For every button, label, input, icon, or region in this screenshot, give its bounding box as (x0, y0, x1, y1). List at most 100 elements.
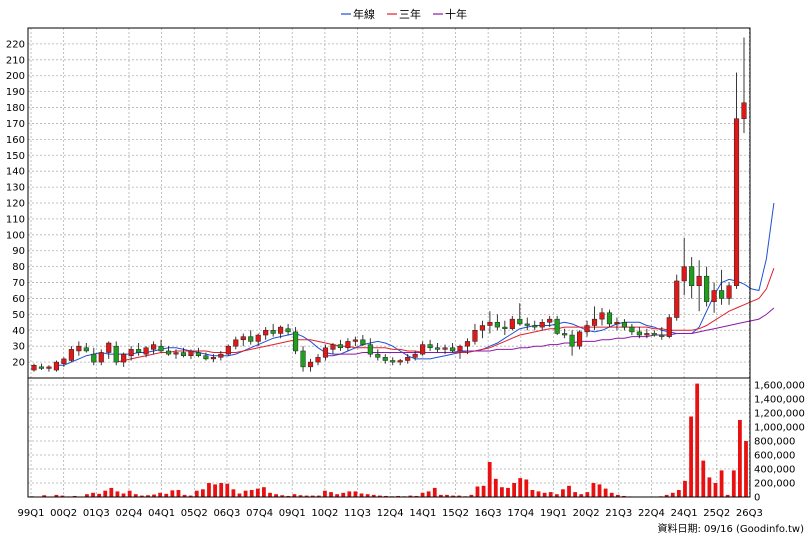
candle-body (696, 275, 702, 286)
volume-tick-label: 1,600,000 (754, 381, 805, 392)
x-tick-label: 21Q3 (605, 508, 632, 519)
volume-bar (554, 494, 559, 497)
volume-bar (438, 494, 443, 497)
candle-body (367, 344, 373, 355)
price-tick-label: 30 (12, 342, 25, 353)
volume-bar (744, 441, 748, 497)
volume-bar (91, 492, 95, 497)
x-tick-label: 16Q3 (475, 508, 502, 519)
volume-bar (72, 495, 77, 497)
candle-body (569, 334, 575, 347)
candle-body (479, 325, 485, 331)
candle-body (278, 326, 284, 334)
volume-bar (176, 490, 181, 497)
candle-body (68, 349, 74, 361)
candle-body (98, 352, 104, 363)
volume-bar (274, 494, 278, 497)
candle-body (719, 290, 725, 299)
volume-bar (573, 492, 578, 497)
candle-body (270, 330, 276, 334)
x-tick-label: 09Q1 (279, 508, 306, 519)
candle-body (375, 353, 381, 358)
x-tick-label: 12Q4 (377, 508, 404, 519)
volume-bar (676, 490, 681, 497)
volume-bar (585, 492, 590, 497)
candle-body (405, 357, 411, 361)
price-tick-label: 60 (12, 294, 25, 305)
volume-bar (445, 494, 449, 497)
candle-body (591, 318, 598, 326)
legend-label-ten-year: 十年 (445, 7, 467, 21)
price-tick-label: 170 (6, 119, 25, 130)
volume-bar (121, 493, 126, 497)
candle-body (38, 366, 45, 369)
volume-bar (323, 490, 327, 497)
candle-body (315, 357, 321, 363)
volume-bar (487, 462, 492, 497)
candle-body (621, 322, 627, 328)
candle-body (31, 365, 37, 371)
volume-bar (304, 495, 309, 497)
price-tick-label: 90 (12, 246, 25, 257)
candle-body (577, 331, 583, 347)
candle-body (91, 353, 97, 363)
volume-bar (200, 489, 205, 497)
price-tick-label: 70 (12, 278, 25, 289)
candle-body (285, 328, 291, 333)
candle-body (345, 341, 351, 349)
candle-body (113, 345, 119, 363)
candle-body (158, 345, 164, 352)
volume-bar (561, 489, 565, 497)
candle-body (76, 345, 82, 352)
volume-tick-label: 200,000 (754, 479, 795, 490)
price-tick-label: 40 (12, 326, 25, 337)
volume-bar (225, 483, 230, 497)
candle-body (614, 322, 620, 325)
volume-bar (579, 494, 584, 497)
candle-body (255, 334, 261, 342)
candle-body (106, 342, 112, 353)
x-tick-label: 20Q2 (573, 508, 600, 519)
volume-bar (738, 420, 742, 497)
volume-bar (609, 492, 614, 497)
x-tick-label: 04Q1 (148, 508, 175, 519)
candle-body (390, 360, 396, 363)
volume-bar (109, 487, 114, 497)
volume-bar (182, 494, 187, 497)
x-tick-label: 11Q3 (344, 508, 371, 519)
x-tick-label: 17Q4 (507, 508, 534, 519)
candle-body (263, 330, 269, 336)
candle-body (689, 266, 695, 286)
candle-body (711, 290, 717, 302)
volume-bar (707, 477, 712, 497)
volume-bar (292, 494, 297, 497)
price-tick-label: 210 (6, 55, 25, 66)
volume-bar (481, 485, 486, 497)
volume-bar (420, 492, 425, 497)
price-tick-label: 50 (12, 310, 25, 321)
volume-bar (548, 492, 553, 497)
price-grid (28, 28, 750, 497)
candle-body (248, 336, 254, 342)
moving-average-lines (56, 202, 775, 366)
candle-body (300, 350, 306, 368)
source-note: 資料日期: 09/16 (Goodinfo.tw) (657, 522, 804, 535)
candle-body (464, 341, 471, 347)
volume-bar (377, 495, 382, 497)
volume-bar (683, 480, 687, 497)
x-tick-label: 26Q3 (736, 508, 763, 519)
volume-bar (451, 495, 455, 497)
price-tick-label: 20 (12, 358, 25, 369)
volume-bar (371, 494, 376, 497)
price-tick-label: 160 (6, 135, 25, 146)
candle-body (726, 285, 732, 299)
candle-body (629, 326, 635, 333)
candle-body (151, 344, 157, 350)
plot-frame (27, 27, 751, 498)
candle-body (487, 322, 493, 326)
candle-body (524, 323, 530, 326)
candle-body (539, 322, 545, 328)
candle-body (293, 331, 299, 352)
volume-bar (408, 495, 413, 497)
legend-label-three-year: 三年 (399, 7, 421, 21)
